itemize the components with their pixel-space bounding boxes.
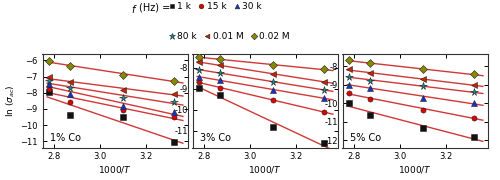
Legend: 80 k, 0.01 M, 0.02 M: 80 k, 0.01 M, 0.02 M [170,32,290,41]
X-axis label: 1000/$T$: 1000/$T$ [398,164,432,175]
Y-axis label: ln ($\sigma_{ac}$): ln ($\sigma_{ac}$) [5,84,18,117]
X-axis label: 1000/$T$: 1000/$T$ [248,164,282,175]
Text: 3% Co: 3% Co [200,133,231,143]
Text: 1% Co: 1% Co [50,133,81,143]
Text: $f$: $f$ [131,3,138,15]
X-axis label: 1000/$T$: 1000/$T$ [98,164,132,175]
Text: (Hz) =: (Hz) = [139,3,170,13]
Text: 5% Co: 5% Co [350,133,381,143]
